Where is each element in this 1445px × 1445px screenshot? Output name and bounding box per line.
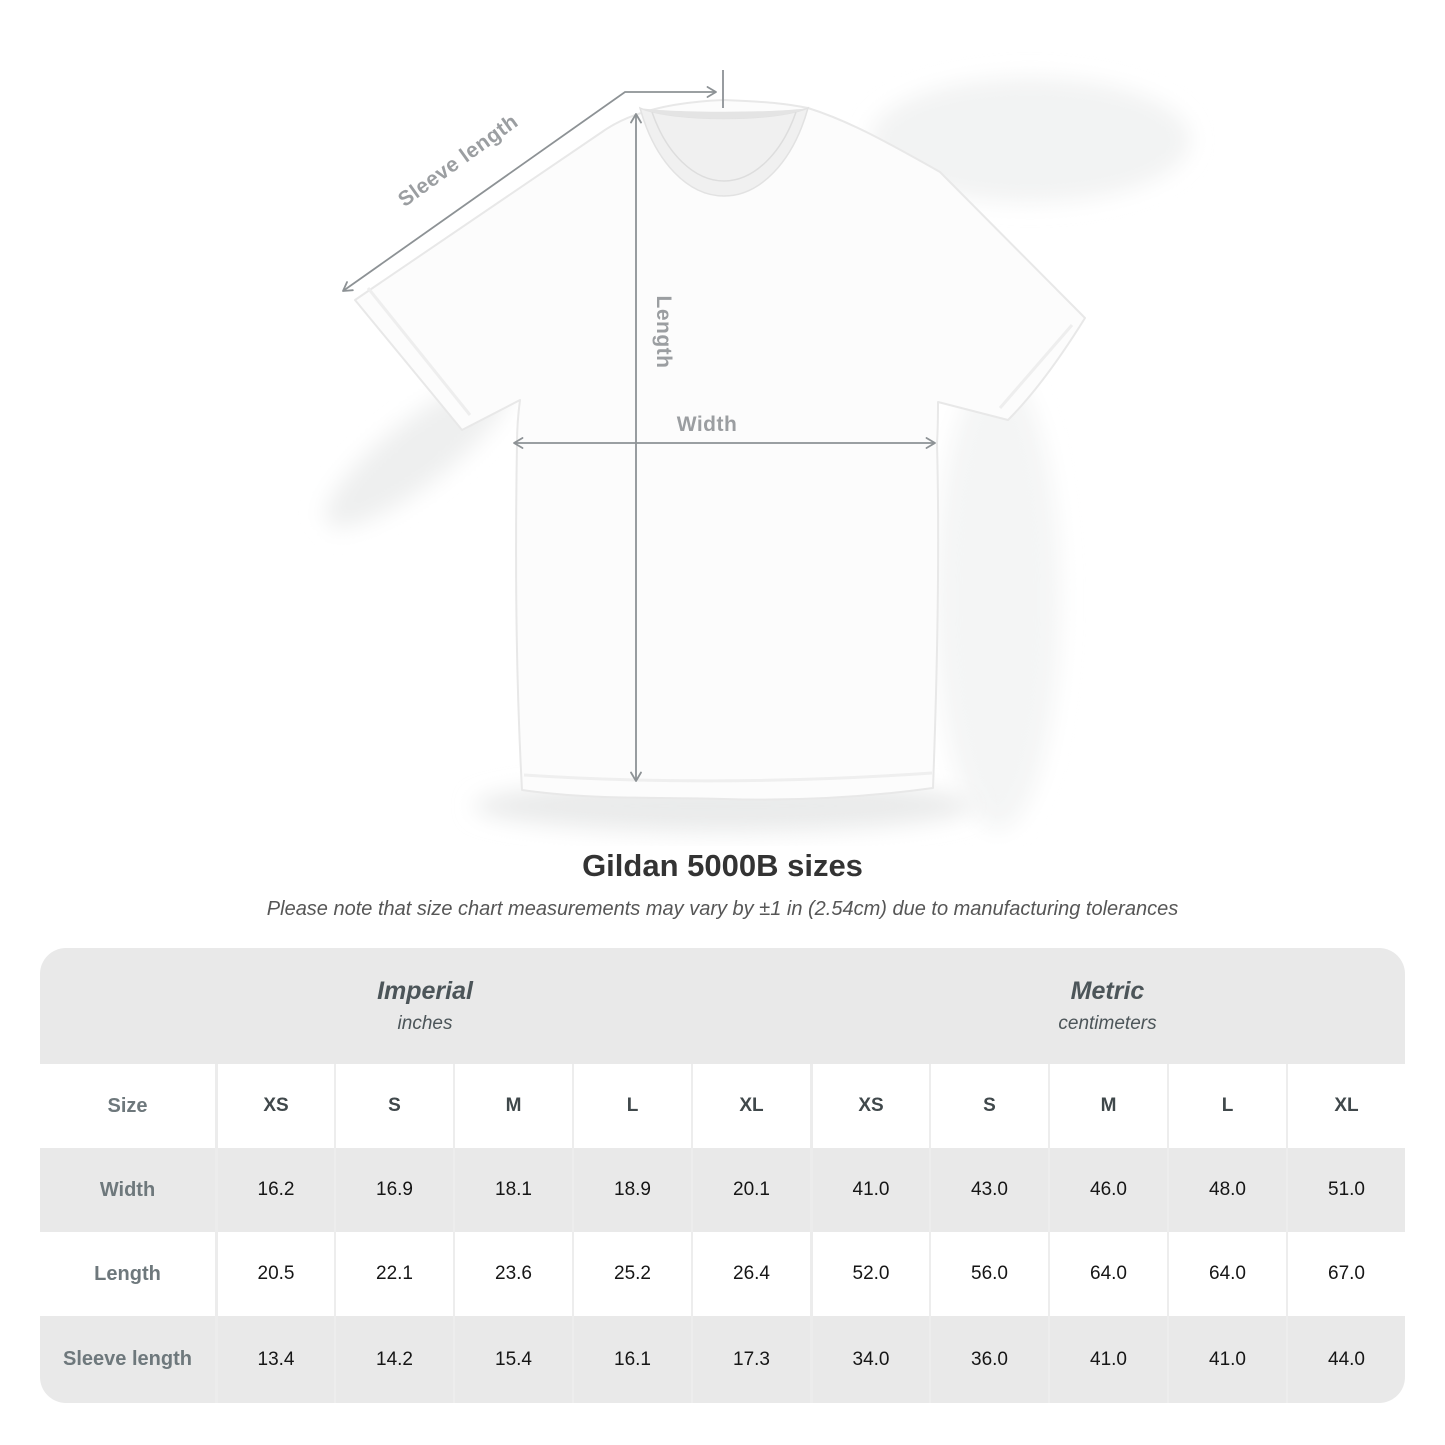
value-cell: 18.9 bbox=[572, 1148, 691, 1232]
size-cell: XS bbox=[810, 1064, 929, 1148]
sleeve-length-label: Sleeve length bbox=[394, 110, 523, 212]
size-cell: S bbox=[929, 1064, 1048, 1148]
value-cell: 20.1 bbox=[691, 1148, 810, 1232]
value-cell: 44.0 bbox=[1286, 1316, 1405, 1403]
imperial-name: Imperial bbox=[377, 977, 473, 1005]
value-cell: 16.9 bbox=[334, 1148, 453, 1232]
value-cell: 25.2 bbox=[572, 1232, 691, 1316]
value-cell: 23.6 bbox=[453, 1232, 572, 1316]
length-label: Length bbox=[652, 296, 675, 369]
value-cell: 13.4 bbox=[215, 1316, 334, 1403]
row-label: Sleeve length bbox=[63, 1348, 192, 1370]
imperial-unit: inches bbox=[397, 1013, 453, 1034]
row-sleeve-length: Sleeve length 13.4 14.2 15.4 16.1 17.3 3… bbox=[40, 1316, 1405, 1403]
size-header-row: Size XS S M L XL XS S M L XL bbox=[40, 1064, 1405, 1148]
value-cell: 16.1 bbox=[572, 1316, 691, 1403]
page-subtitle: Please note that size chart measurements… bbox=[266, 898, 1179, 920]
value-cell: 67.0 bbox=[1286, 1232, 1405, 1316]
value-cell: 52.0 bbox=[810, 1232, 929, 1316]
value-cell: 16.2 bbox=[215, 1148, 334, 1232]
size-table: Imperial inches Metric centimeters Size … bbox=[40, 948, 1405, 1403]
page-title: Gildan 5000B sizes bbox=[582, 848, 863, 883]
metric-header: Metric centimeters bbox=[810, 948, 1405, 1064]
size-label: Size bbox=[107, 1094, 148, 1117]
size-cell: XS bbox=[215, 1064, 334, 1148]
imperial-header: Imperial inches bbox=[40, 948, 810, 1064]
unit-header-row: Imperial inches Metric centimeters bbox=[40, 948, 1405, 1064]
size-cell: L bbox=[572, 1064, 691, 1148]
size-cell: S bbox=[334, 1064, 453, 1148]
value-cell: 22.1 bbox=[334, 1232, 453, 1316]
value-cell: 41.0 bbox=[810, 1148, 929, 1232]
value-cell: 34.0 bbox=[810, 1316, 929, 1403]
measurement-arrows bbox=[342, 70, 936, 782]
sleeve-length-arrow bbox=[342, 86, 717, 292]
metric-unit: centimeters bbox=[1058, 1013, 1157, 1034]
size-cell: L bbox=[1167, 1064, 1286, 1148]
value-cell: 26.4 bbox=[691, 1232, 810, 1316]
value-cell: 14.2 bbox=[334, 1316, 453, 1403]
metric-name: Metric bbox=[1070, 977, 1145, 1005]
value-cell: 15.4 bbox=[453, 1316, 572, 1403]
value-cell: 41.0 bbox=[1167, 1316, 1286, 1403]
row-label: Width bbox=[99, 1178, 156, 1201]
value-cell: 56.0 bbox=[929, 1232, 1048, 1316]
width-label: Width bbox=[677, 413, 738, 436]
value-cell: 51.0 bbox=[1286, 1148, 1405, 1232]
value-cell: 46.0 bbox=[1048, 1148, 1167, 1232]
value-cell: 18.1 bbox=[453, 1148, 572, 1232]
value-cell: 48.0 bbox=[1167, 1148, 1286, 1232]
size-cell: XL bbox=[1286, 1064, 1405, 1148]
size-cell: XL bbox=[691, 1064, 810, 1148]
value-cell: 64.0 bbox=[1167, 1232, 1286, 1316]
row-length: Length 20.5 22.1 23.6 25.2 26.4 52.0 56.… bbox=[40, 1232, 1405, 1316]
size-cell: M bbox=[1048, 1064, 1167, 1148]
value-cell: 64.0 bbox=[1048, 1232, 1167, 1316]
value-cell: 43.0 bbox=[929, 1148, 1048, 1232]
value-cell: 20.5 bbox=[215, 1232, 334, 1316]
row-label: Length bbox=[94, 1262, 161, 1285]
value-cell: 17.3 bbox=[691, 1316, 810, 1403]
row-width: Width 16.2 16.9 18.1 18.9 20.1 41.0 43.0… bbox=[40, 1148, 1405, 1232]
value-cell: 36.0 bbox=[929, 1316, 1048, 1403]
tshirt-size-diagram: Sleeve length Length Width bbox=[325, 70, 1190, 832]
size-cell: M bbox=[453, 1064, 572, 1148]
value-cell: 41.0 bbox=[1048, 1316, 1167, 1403]
